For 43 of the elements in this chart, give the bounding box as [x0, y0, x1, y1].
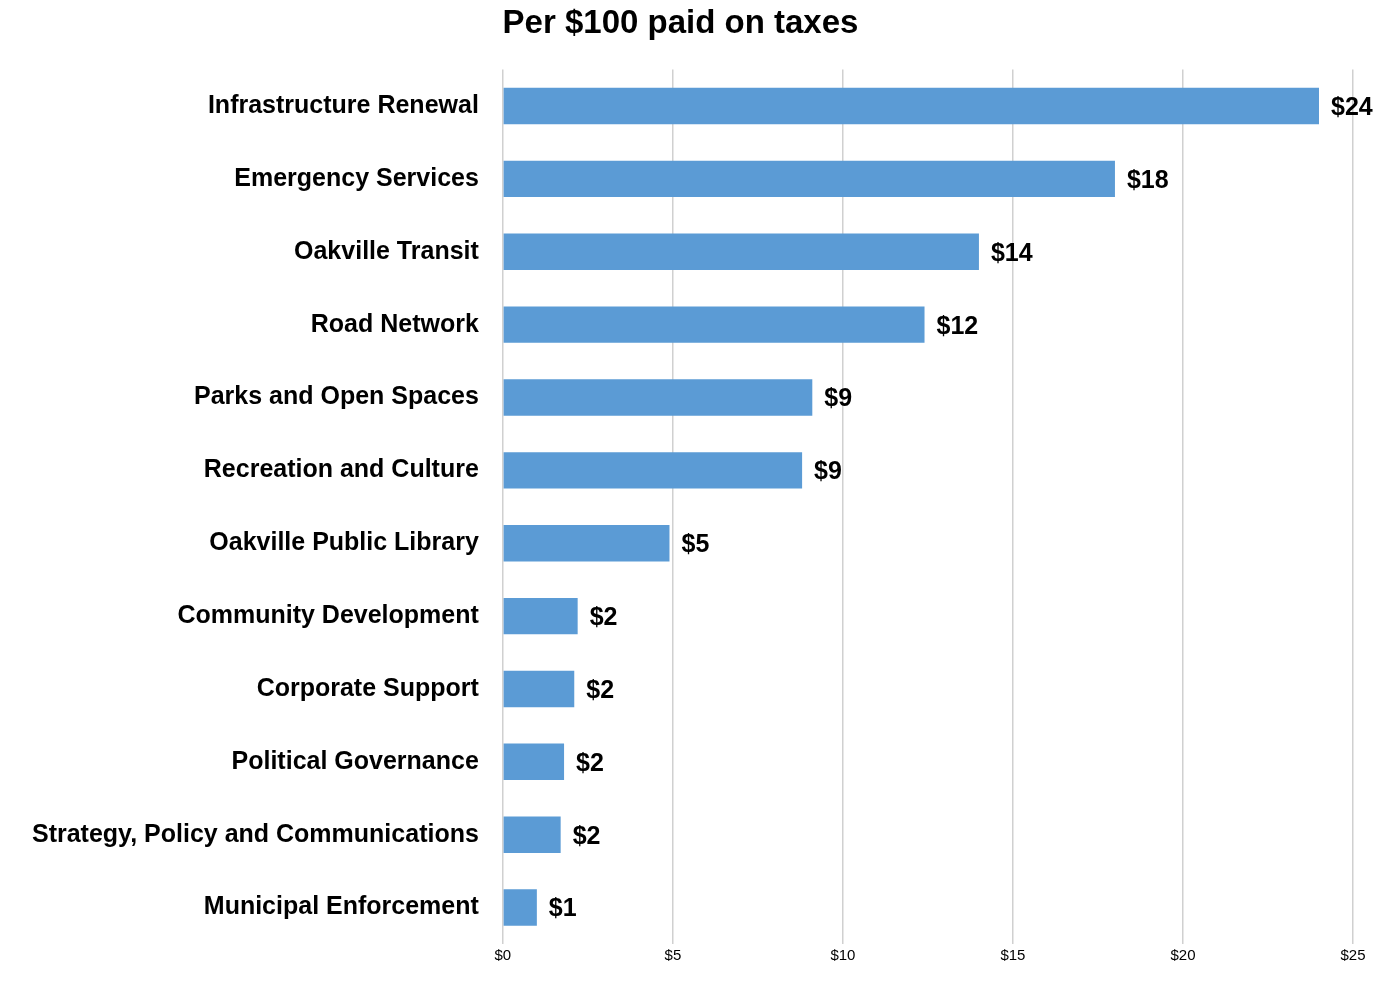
data-label: $14	[990, 237, 1033, 266]
x-tick-label: $10	[830, 946, 856, 964]
x-tick-label: $0	[494, 946, 512, 964]
data-label: $2	[589, 601, 618, 630]
x-tick-label: $15	[1000, 946, 1026, 964]
data-label: $9	[814, 456, 842, 485]
bar	[503, 160, 1115, 198]
data-label: $9	[824, 383, 853, 412]
y-tick-label: Parks and Open Spaces	[193, 381, 479, 410]
data-label: $1	[548, 893, 577, 922]
bar	[503, 597, 578, 635]
data-label: $2	[572, 820, 601, 849]
chart-title: Per $100 paid on taxes	[502, 2, 859, 40]
bar	[503, 670, 575, 708]
bar	[503, 452, 803, 489]
bar	[503, 87, 1319, 125]
y-tick-label: Corporate Support	[256, 672, 480, 701]
x-tick-label: $5	[664, 946, 682, 964]
bar	[503, 233, 979, 270]
y-tick-label: Infrastructure Renewal	[207, 89, 479, 118]
y-tick-label: Recreation and Culture	[203, 454, 479, 483]
data-label: $24	[1330, 91, 1373, 120]
data-label: $12	[936, 310, 979, 339]
x-tick-label: $20	[1170, 946, 1196, 964]
y-tick-label: Oakville Transit	[294, 235, 480, 264]
bar	[503, 379, 813, 416]
y-tick-label: Community Development	[177, 599, 480, 628]
y-tick-label: Road Network	[310, 308, 479, 337]
bar	[503, 889, 537, 926]
data-label: $18	[1126, 164, 1169, 193]
bar	[503, 525, 670, 562]
y-tick-label: Oakville Public Library	[209, 527, 479, 556]
x-tick-label: $25	[1340, 946, 1366, 964]
bar	[503, 306, 925, 343]
bar	[503, 816, 561, 853]
data-label: $2	[586, 674, 615, 703]
y-tick-label: Strategy, Policy and Communications	[31, 818, 479, 847]
y-tick-label: Political Governance	[231, 745, 479, 774]
bar	[503, 743, 565, 781]
data-label: $5	[681, 529, 710, 558]
data-label: $2	[576, 747, 604, 776]
y-tick-label: Emergency Services	[234, 162, 479, 191]
y-tick-label: Municipal Enforcement	[203, 891, 480, 920]
